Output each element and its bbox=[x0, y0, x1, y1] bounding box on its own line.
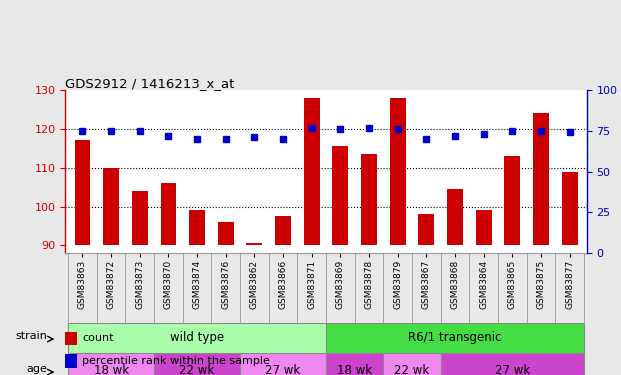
Bar bbox=[304, 98, 320, 245]
Bar bbox=[75, 141, 90, 245]
Text: 22 wk: 22 wk bbox=[179, 364, 215, 375]
Bar bbox=[562, 172, 578, 245]
Bar bbox=[154, 352, 240, 375]
Bar bbox=[65, 332, 76, 345]
Bar bbox=[326, 352, 383, 375]
Bar bbox=[441, 352, 584, 375]
Bar bbox=[332, 146, 348, 245]
Text: GDS2912 / 1416213_x_at: GDS2912 / 1416213_x_at bbox=[65, 77, 235, 90]
Bar bbox=[240, 352, 326, 375]
Bar bbox=[65, 354, 76, 368]
Bar bbox=[447, 189, 463, 245]
Bar bbox=[218, 222, 233, 245]
Bar bbox=[68, 322, 326, 352]
Text: 27 wk: 27 wk bbox=[265, 364, 301, 375]
Bar bbox=[533, 113, 549, 245]
Bar bbox=[275, 216, 291, 245]
Bar bbox=[132, 191, 148, 245]
Bar bbox=[326, 322, 584, 352]
Bar bbox=[189, 210, 205, 245]
Text: count: count bbox=[82, 333, 114, 344]
Bar bbox=[476, 210, 492, 245]
Bar bbox=[361, 154, 377, 245]
Text: 18 wk: 18 wk bbox=[94, 364, 129, 375]
Text: 22 wk: 22 wk bbox=[394, 364, 430, 375]
Text: 18 wk: 18 wk bbox=[337, 364, 372, 375]
Bar bbox=[247, 243, 262, 245]
Bar bbox=[103, 168, 119, 245]
Text: wild type: wild type bbox=[170, 331, 224, 344]
Text: age: age bbox=[26, 363, 47, 374]
Bar bbox=[383, 352, 441, 375]
Bar bbox=[504, 156, 520, 245]
Text: 27 wk: 27 wk bbox=[495, 364, 530, 375]
Bar bbox=[390, 98, 406, 245]
Text: percentile rank within the sample: percentile rank within the sample bbox=[82, 356, 270, 366]
Text: R6/1 transgenic: R6/1 transgenic bbox=[408, 331, 502, 344]
Text: strain: strain bbox=[15, 331, 47, 341]
Bar bbox=[160, 183, 176, 245]
Bar bbox=[419, 214, 434, 245]
Bar bbox=[68, 352, 154, 375]
